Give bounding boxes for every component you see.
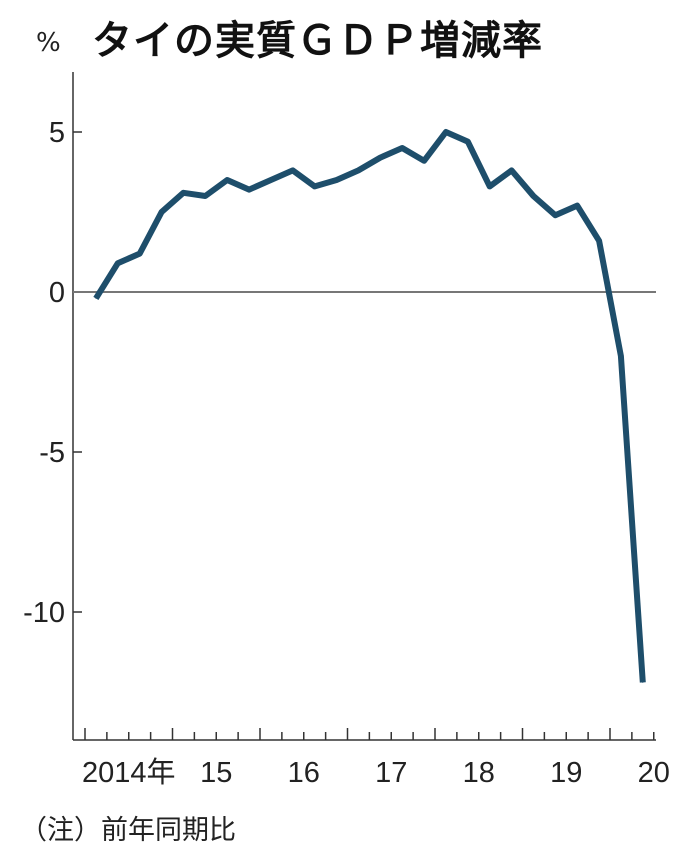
x-axis: 2014年 15 16 17 18 19 20 — [73, 728, 670, 789]
data-point — [620, 355, 622, 357]
y-tick-label: -10 — [23, 597, 65, 629]
x-tick-label: 17 — [375, 757, 407, 789]
data-point — [642, 681, 644, 683]
x-tick-label: 2014年 — [82, 756, 176, 789]
data-point — [95, 297, 97, 299]
data-point — [511, 169, 513, 171]
data-point — [139, 253, 141, 255]
y-axis-unit-label: % — [36, 28, 61, 58]
x-tick-label: 19 — [550, 757, 582, 789]
data-point — [554, 214, 556, 216]
data-point — [161, 211, 163, 213]
data-point — [314, 185, 316, 187]
data-point — [423, 160, 425, 162]
data-point — [489, 185, 491, 187]
data-point — [117, 262, 119, 264]
data-point — [445, 131, 447, 133]
data-point — [467, 141, 469, 143]
footnote: （注）前年同期比 — [20, 815, 236, 846]
y-tick-label: 5 — [49, 117, 65, 149]
data-point — [182, 192, 184, 194]
data-point — [532, 195, 534, 197]
data-point — [226, 179, 228, 181]
x-tick-label: 16 — [288, 757, 320, 789]
data-point — [357, 169, 359, 171]
data-point — [379, 157, 381, 159]
data-point — [576, 205, 578, 207]
x-tick-label: 18 — [463, 757, 495, 789]
y-tick-label: -5 — [39, 437, 65, 469]
y-axis: 5 0 -5 -10 — [23, 72, 656, 740]
data-point — [204, 195, 206, 197]
data-point — [270, 179, 272, 181]
data-point — [401, 147, 403, 149]
data-point — [292, 169, 294, 171]
y-tick-label: 0 — [49, 277, 65, 309]
gdp-growth-line — [93, 129, 646, 683]
data-point — [248, 189, 250, 191]
chart-title: タイの実質ＧＤＰ増減率 — [92, 18, 543, 64]
data-point — [336, 179, 338, 181]
x-tick-label: 15 — [200, 757, 232, 789]
series-group — [93, 129, 646, 683]
x-tick-label: 20 — [638, 757, 670, 789]
data-point — [598, 240, 600, 242]
